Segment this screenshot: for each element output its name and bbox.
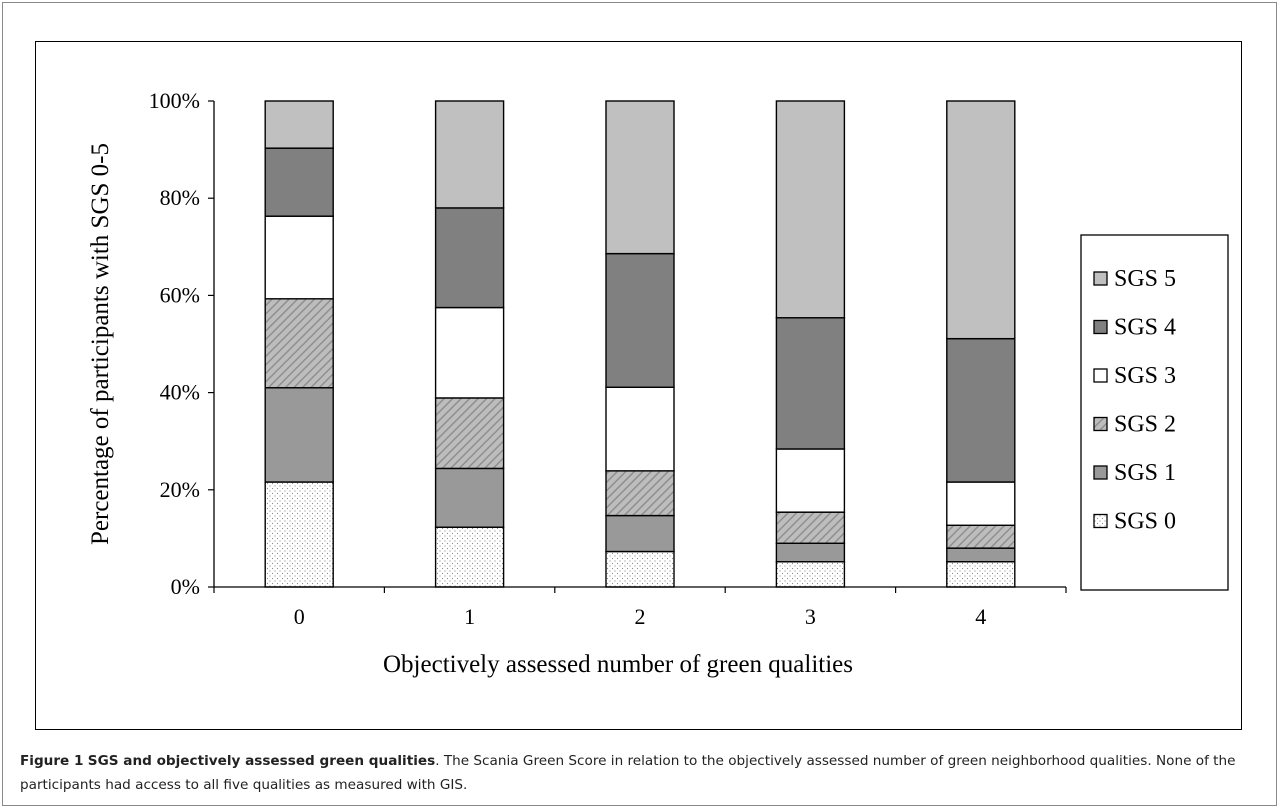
bar-segment-sgs-2-cat-3 (775, 511, 846, 544)
y-tick-label: 100% (149, 88, 200, 113)
bar-segment-sgs-2-cat-4 (946, 524, 1016, 549)
x-tick-label: 4 (975, 604, 986, 629)
bar-segment-sgs-5-cat-1 (434, 100, 505, 209)
legend-label-sgs-3: SGS 3 (1114, 363, 1176, 389)
bar-segment-sgs-3-cat-0 (264, 215, 334, 300)
legend-label-sgs-0: SGS 0 (1114, 509, 1176, 535)
legend-swatch-sgs-3 (1093, 368, 1108, 383)
bar-segment-sgs-5-cat-0 (264, 100, 334, 149)
x-tick-label: 0 (294, 604, 305, 629)
bar-segment-sgs-4-cat-3 (775, 317, 846, 450)
bar-segment-sgs-2-cat-1 (434, 397, 505, 470)
x-axis-title: Objectively assessed number of green qua… (383, 651, 853, 678)
bar-segment-sgs-5-cat-2 (605, 100, 675, 255)
x-tick-label: 1 (464, 604, 475, 629)
bar-segment-sgs-0-cat-1 (434, 526, 505, 588)
bar-segment-sgs-4-cat-1 (434, 207, 505, 309)
legend-label-sgs-1: SGS 1 (1114, 460, 1176, 486)
legend-label-sgs-5: SGS 5 (1114, 266, 1176, 292)
bar-segment-sgs-3-cat-4 (946, 481, 1016, 526)
bar-segment-sgs-1-cat-2 (605, 514, 675, 553)
legend-box (1080, 234, 1229, 591)
bar-segment-sgs-3-cat-2 (605, 386, 675, 472)
stacked-bar-chart: 0% 20% 40% 60% 80% 100% 0 1 2 3 4 Objectively asses… (87, 88, 1229, 678)
y-tick-label: 40% (160, 380, 200, 405)
bar-segment-sgs-3-cat-3 (775, 448, 846, 513)
legend-swatch-sgs-2 (1093, 416, 1108, 432)
legend-swatch-sgs-0 (1093, 513, 1108, 529)
chart-area: 0% 20% 40% 60% 80% 100% 0 1 2 3 4 Objectively asses… (35, 41, 1242, 730)
bar-segment-sgs-0-cat-0 (264, 481, 334, 588)
bar-segment-sgs-2-cat-2 (605, 470, 675, 517)
bar-segment-sgs-4-cat-2 (605, 252, 675, 388)
bar-segment-sgs-5-cat-3 (775, 100, 846, 319)
bar-segment-sgs-0-cat-3 (775, 561, 846, 588)
bar-segment-sgs-4-cat-4 (946, 337, 1016, 483)
legend-label-sgs-4: SGS 4 (1114, 315, 1176, 341)
bar-segment-sgs-1-cat-0 (264, 387, 334, 483)
y-tick-label: 0% (171, 574, 200, 599)
bar-segment-sgs-0-cat-4 (946, 561, 1016, 588)
y-axis-title: Percentage of participants with SGS 0-5 (87, 143, 114, 545)
y-tick-label: 60% (160, 282, 200, 307)
bar-segment-sgs-3-cat-1 (434, 306, 505, 399)
legend-label-sgs-2: SGS 2 (1114, 412, 1176, 438)
bar-segment-sgs-1-cat-1 (434, 467, 505, 528)
x-tick-label: 3 (805, 604, 816, 629)
bar-segment-sgs-0-cat-2 (605, 550, 675, 588)
bar-segment-sgs-4-cat-0 (264, 147, 334, 217)
figure-title: SGS and objectively assessed green quali… (87, 753, 436, 769)
bar-segment-sgs-2-cat-0 (264, 298, 334, 389)
figure-label: Figure 1 (20, 753, 84, 769)
x-tick-label: 2 (635, 604, 646, 629)
y-tick-label: 80% (160, 185, 200, 210)
bar-segment-sgs-1-cat-4 (946, 547, 1016, 563)
legend-swatch-sgs-1 (1093, 465, 1108, 480)
bar-segment-sgs-5-cat-4 (946, 100, 1016, 340)
y-tick-label: 20% (160, 477, 200, 502)
figure-caption: Figure 1 SGS and objectively assessed gr… (20, 749, 1265, 797)
legend-swatch-sgs-5 (1093, 271, 1108, 286)
legend-swatch-sgs-4 (1093, 319, 1108, 335)
bar-segment-sgs-1-cat-3 (775, 542, 846, 563)
caption-text: . The Scania Green Score in relation to … (20, 753, 1236, 793)
